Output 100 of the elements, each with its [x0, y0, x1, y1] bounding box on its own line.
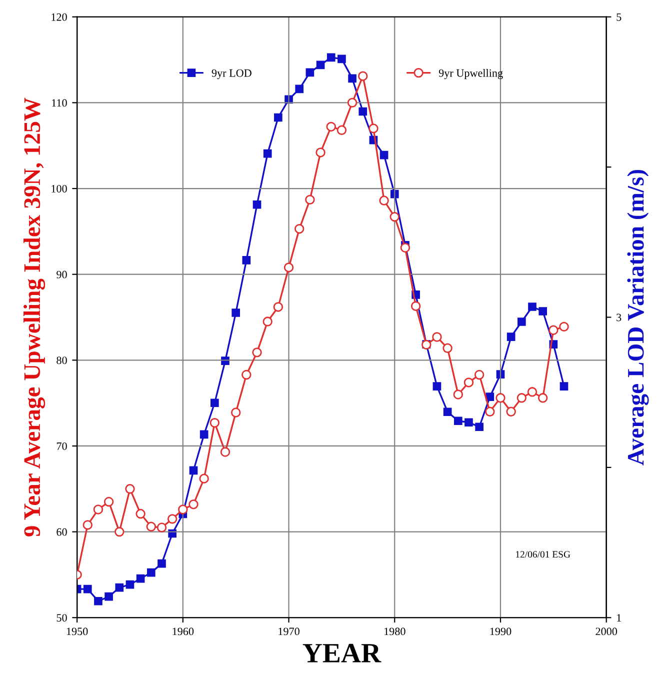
- point: [305, 194, 315, 205]
- point: [390, 212, 400, 222]
- point: [284, 262, 294, 272]
- point: [506, 332, 516, 341]
- point: [506, 406, 516, 417]
- point: [368, 124, 378, 134]
- point: [316, 148, 326, 158]
- point: [517, 318, 526, 326]
- point: [252, 200, 262, 209]
- y2-axis-title: Average LOD Variation (m/s): [627, 170, 649, 466]
- y-tick-label: 100: [52, 184, 67, 192]
- point: [516, 393, 527, 403]
- y-axis-title: 9 Year Average Upwelling Index 39N, 125W: [24, 98, 46, 536]
- point: [548, 325, 558, 335]
- point: [527, 387, 538, 397]
- point: [115, 583, 124, 592]
- y-tick-label: 60: [56, 528, 67, 536]
- point: [485, 406, 495, 417]
- point: [559, 322, 569, 332]
- point: [263, 149, 272, 158]
- y2-tick-label: 1: [617, 614, 621, 622]
- point: [380, 150, 388, 160]
- point: [232, 308, 240, 317]
- point: [432, 382, 442, 391]
- point: [306, 68, 314, 77]
- point: [210, 418, 220, 428]
- point: [336, 125, 347, 136]
- point: [274, 113, 282, 122]
- point: [475, 422, 484, 432]
- annotation: 12/06/01 ESG: [516, 551, 570, 558]
- point: [358, 107, 368, 116]
- point: [443, 408, 452, 416]
- point: [252, 348, 262, 358]
- point: [230, 408, 241, 418]
- legend-label: 9yr Upwelling: [438, 68, 503, 80]
- point: [158, 559, 166, 568]
- point: [432, 332, 442, 342]
- point: [125, 484, 135, 494]
- point: [486, 392, 494, 402]
- point: [560, 382, 568, 391]
- x-tick-label: 1970: [278, 628, 300, 636]
- point: [347, 98, 358, 108]
- point: [242, 256, 251, 264]
- y2-tick-label: 3: [616, 314, 622, 322]
- point: [390, 190, 399, 198]
- point: [82, 520, 92, 530]
- y-tick-label: 80: [56, 356, 67, 364]
- point: [146, 568, 156, 577]
- x-tick-label: 1960: [172, 628, 194, 636]
- x-tick-label: 1980: [384, 628, 406, 636]
- point: [200, 430, 208, 439]
- point: [294, 224, 304, 234]
- y2-tick-label: 5: [616, 13, 622, 21]
- point: [136, 508, 146, 519]
- point: [210, 398, 219, 408]
- point: [221, 356, 230, 365]
- y-tick-label: 50: [56, 614, 67, 622]
- point: [474, 370, 484, 380]
- x-tick-label: 1950: [66, 628, 88, 636]
- point: [538, 393, 548, 403]
- point: [326, 122, 336, 132]
- y-tick-label: 90: [56, 270, 67, 278]
- x-axis-title: YEAR: [302, 644, 382, 662]
- point: [295, 84, 304, 94]
- point: [114, 526, 124, 537]
- point: [126, 580, 134, 589]
- point: [104, 592, 113, 601]
- point: [496, 393, 506, 403]
- point: [178, 504, 188, 514]
- point: [199, 474, 209, 484]
- point: [220, 447, 230, 457]
- y-tick-label: 120: [52, 13, 67, 21]
- point: [410, 301, 421, 311]
- point: [379, 196, 389, 206]
- point: [348, 74, 356, 83]
- point: [464, 378, 474, 388]
- point: [136, 574, 145, 583]
- point: [453, 390, 464, 400]
- point: [83, 584, 92, 594]
- point: [146, 522, 156, 532]
- legend-label: 9yr LOD: [212, 69, 252, 80]
- point: [454, 416, 462, 426]
- point: [326, 53, 336, 62]
- point: [93, 504, 104, 514]
- point: [167, 514, 178, 524]
- point: [442, 343, 452, 354]
- point: [316, 60, 325, 70]
- point: [188, 499, 198, 510]
- point: [358, 71, 368, 81]
- x-tick-label: 1990: [490, 628, 512, 636]
- point: [104, 496, 114, 507]
- point: [400, 242, 410, 253]
- point: [538, 307, 547, 316]
- point: [189, 466, 198, 475]
- point: [262, 316, 272, 326]
- point: [156, 522, 167, 532]
- x-tick-label: 2000: [596, 628, 618, 636]
- point: [338, 54, 346, 64]
- point: [528, 302, 536, 311]
- point: [242, 370, 252, 380]
